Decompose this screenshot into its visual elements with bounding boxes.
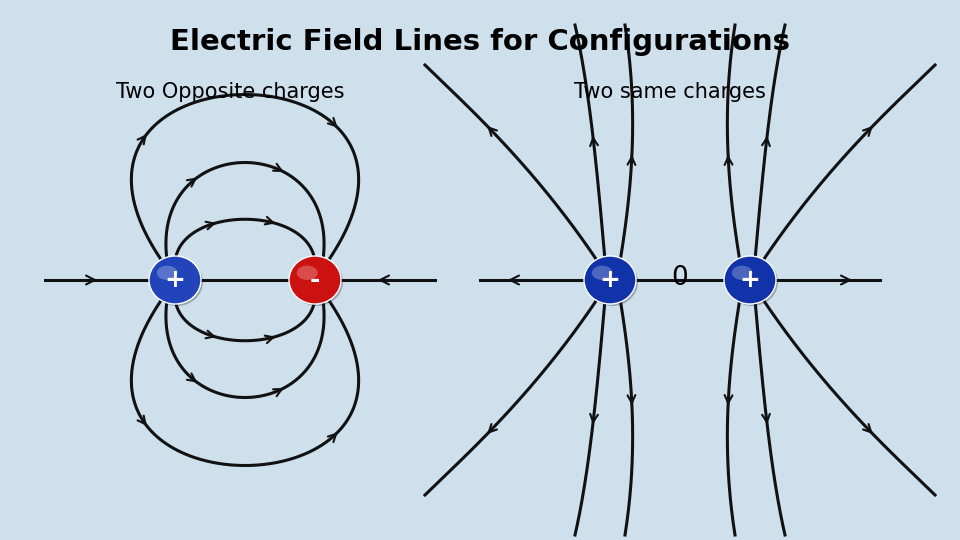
Ellipse shape (151, 258, 203, 306)
Ellipse shape (289, 256, 341, 304)
Ellipse shape (724, 256, 776, 304)
Ellipse shape (584, 256, 636, 304)
Text: +: + (600, 268, 620, 292)
Ellipse shape (591, 266, 612, 280)
Text: +: + (739, 268, 760, 292)
Ellipse shape (726, 258, 778, 306)
Ellipse shape (156, 266, 178, 280)
Ellipse shape (297, 266, 318, 280)
Text: +: + (164, 268, 185, 292)
Ellipse shape (732, 266, 753, 280)
Text: Electric Field Lines for Configurations: Electric Field Lines for Configurations (170, 28, 790, 56)
Ellipse shape (149, 256, 201, 304)
Text: Two same charges: Two same charges (574, 82, 766, 102)
Text: -: - (310, 268, 321, 292)
Text: 0: 0 (672, 265, 688, 291)
Ellipse shape (291, 258, 343, 306)
Ellipse shape (586, 258, 638, 306)
Text: Two Opposite charges: Two Opposite charges (116, 82, 345, 102)
